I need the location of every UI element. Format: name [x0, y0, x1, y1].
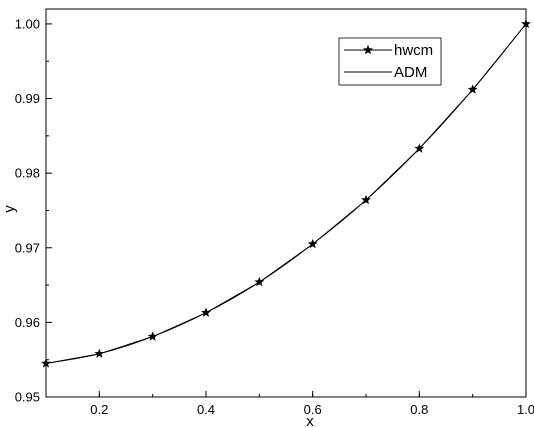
legend-label-hwcm: hwcm: [394, 42, 433, 59]
hwcm-point: [201, 307, 211, 317]
series-line-hwcm: [45, 23, 527, 364]
legend: hwcm ADM: [338, 37, 442, 86]
y-tick-label: 0.98: [15, 166, 40, 181]
series-line-adm: [45, 23, 527, 364]
x-axis-title: x: [306, 413, 314, 428]
y-tick-label: 0.97: [15, 240, 40, 255]
legend-box: [338, 37, 442, 86]
x-tick-label: 0.8: [410, 402, 428, 417]
hwcm-point: [521, 18, 531, 29]
x-tick-label: 0.4: [197, 402, 215, 417]
hwcm-point: [94, 348, 105, 358]
legend-label-adm: ADM: [394, 64, 427, 81]
plot-frame: [45, 8, 527, 398]
plot-area: 0.2 0.4 0.6 0.8 1.0 0.95 0.96 0.97 0.98 0.99 1.00…: [15, 8, 534, 417]
x-tick-label: 0.2: [90, 402, 108, 417]
x-tick-label: 1.0: [517, 402, 534, 417]
y-tick-label: 0.96: [15, 315, 40, 330]
hwcm-point: [307, 238, 318, 249]
hwcm-point: [41, 358, 51, 368]
y-tick-label: 0.95: [15, 390, 40, 405]
hwcm-point: [414, 143, 425, 153]
y-axis-title: y: [1, 205, 18, 213]
x-axis: 0.2 0.4 0.6 0.8 1.0: [45, 391, 534, 417]
hwcm-point: [467, 84, 478, 94]
legend-star-marker: [363, 44, 373, 55]
y-axis: 0.95 0.96 0.97 0.98 0.99 1.00: [15, 16, 52, 405]
hwcm-point: [361, 194, 371, 205]
series-layer: [41, 18, 531, 368]
y-tick-label: 1.00: [15, 16, 40, 31]
hwcm-point: [254, 276, 265, 287]
x-tick-label: 0.6: [304, 402, 322, 417]
y-tick-label: 0.99: [15, 91, 40, 106]
hwcm-point: [147, 331, 158, 341]
